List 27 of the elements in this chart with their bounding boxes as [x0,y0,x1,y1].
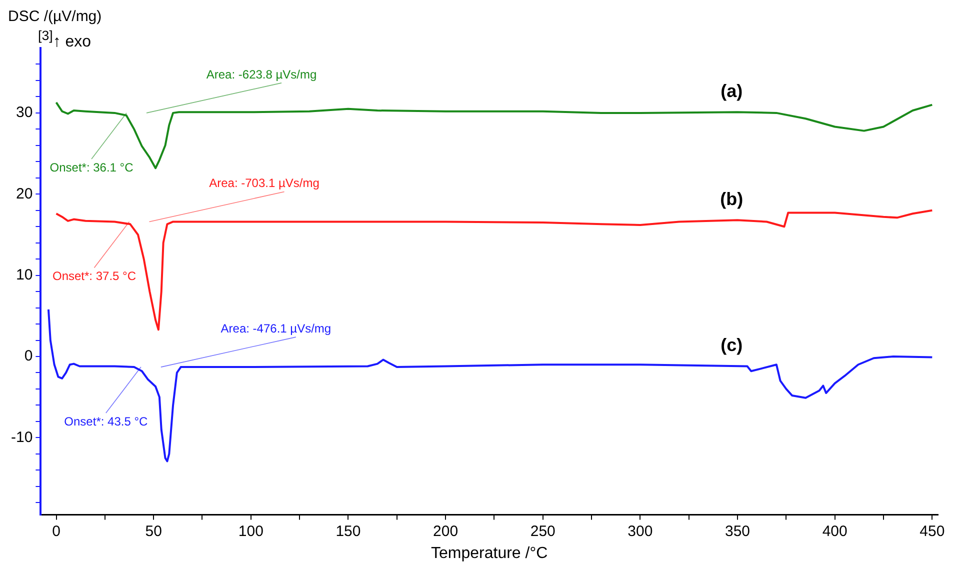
series-label: (c) [720,335,743,356]
series-label: (a) [720,81,743,102]
y-tick-label: 20 [16,185,33,202]
x-tick-label: 150 [336,522,361,540]
y-axis-title: DSC /(µV/mg) [8,8,102,25]
x-tick-label: 100 [238,522,264,540]
annotation: Area: -623.8 µVs/mg [206,67,317,82]
x-tick-label: 50 [145,522,162,540]
y-tick-label: 10 [16,266,33,284]
x-tick-label: 350 [725,522,750,540]
x-tick-label: 200 [433,522,458,540]
annotation: Onset*: 43.5 °C [64,414,148,428]
annotation: Onset*: 36.1 °C [50,160,134,174]
annotation: Area: -703.1 µVs/mg [209,176,320,190]
x-tick-label: 450 [920,522,945,540]
x-axis-title: Temperature /°C [431,544,548,562]
y-tick-label: -10 [10,428,33,446]
annotation: $^{[3]}$↑ exo [38,28,92,52]
series-label: (b) [720,189,744,210]
y-tick-label: 30 [16,104,33,122]
annotation: Area: -476.1 µVs/mg [220,321,332,336]
x-tick-label: 300 [628,522,653,540]
x-tick-label: 250 [530,522,556,540]
y-tick-label: 0 [24,348,33,365]
annotation: Onset*: 37.5 °C [52,269,136,284]
x-tick-label: 0 [52,522,60,540]
x-tick-label: 400 [822,522,848,540]
